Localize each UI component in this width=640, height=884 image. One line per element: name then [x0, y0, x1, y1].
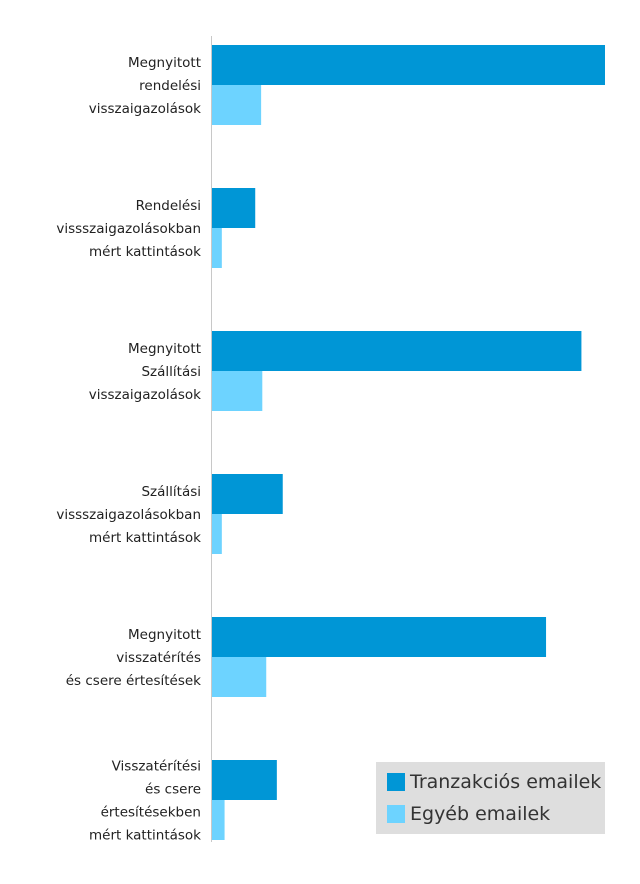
category-label-line: Megnyitott: [128, 627, 201, 643]
category-label-line: értesítésekben: [101, 805, 201, 821]
category-label-2: Rendelési vissszaigazolásokban mért kattin…: [56, 198, 201, 260]
category-label-line: visszatérítés: [116, 650, 201, 666]
category-label-6: Visszatérítési és csere értesítésekben mért…: [89, 759, 201, 844]
category-label-line: Megnyitott: [128, 341, 201, 357]
category-label-3: Megnyitott Szállítási visszaigazolások: [89, 341, 201, 403]
legend-label-2: Egyéb emailek: [410, 803, 550, 825]
legend: Tranzakciós emailek Egyéb emailek: [376, 762, 605, 834]
bar-egyeb-2: [212, 228, 222, 268]
category-label-line: Visszatérítési: [112, 759, 201, 775]
bar-tranzakcios-5: [212, 617, 547, 657]
category-label-line: mért kattintások: [89, 530, 201, 546]
bar-tranzakcios-4: [212, 474, 283, 514]
category-label-line: visszaigazolások: [89, 101, 201, 117]
bar-egyeb-5: [212, 657, 267, 697]
category-label-line: és csere értesítések: [66, 673, 201, 689]
bar-egyeb-6: [212, 800, 225, 840]
legend-swatch-1: [387, 773, 405, 791]
category-label-line: és csere: [145, 782, 201, 798]
bar-egyeb-4: [212, 514, 222, 554]
category-label-line: Szállítási: [141, 484, 201, 500]
bars-group: [212, 45, 605, 840]
legend-swatch-2: [387, 805, 405, 823]
category-label-line: Szállítási: [141, 364, 201, 380]
category-label-line: Megnyitott: [128, 55, 201, 71]
bar-tranzakcios-2: [212, 188, 256, 228]
category-label-line: mért kattintások: [89, 828, 201, 844]
bar-tranzakcios-3: [212, 331, 582, 371]
category-label-line: visszaigazolások: [89, 387, 201, 403]
category-label-line: rendelési: [139, 78, 201, 94]
category-label-line: Rendelési: [136, 198, 201, 214]
category-label-line: vissszaigazolásokban: [56, 507, 201, 523]
category-labels: Megnyitott rendelési visszaigazolások Rende…: [56, 55, 201, 844]
bar-tranzakcios-6: [212, 760, 277, 800]
category-label-line: mért kattintások: [89, 244, 201, 260]
legend-background: [376, 762, 605, 834]
bar-tranzakcios-1: [212, 45, 605, 85]
category-label-line: vissszaigazolásokban: [56, 221, 201, 237]
bar-egyeb-3: [212, 371, 263, 411]
category-label-5: Megnyitott visszatérítés és csere értesíté…: [66, 627, 201, 689]
category-label-4: Szállítási vissszaigazolásokban mért katti…: [56, 484, 201, 546]
bar-egyeb-1: [212, 85, 262, 125]
legend-label-1: Tranzakciós emailek: [409, 771, 601, 793]
category-label-1: Megnyitott rendelési visszaigazolások: [89, 55, 201, 117]
